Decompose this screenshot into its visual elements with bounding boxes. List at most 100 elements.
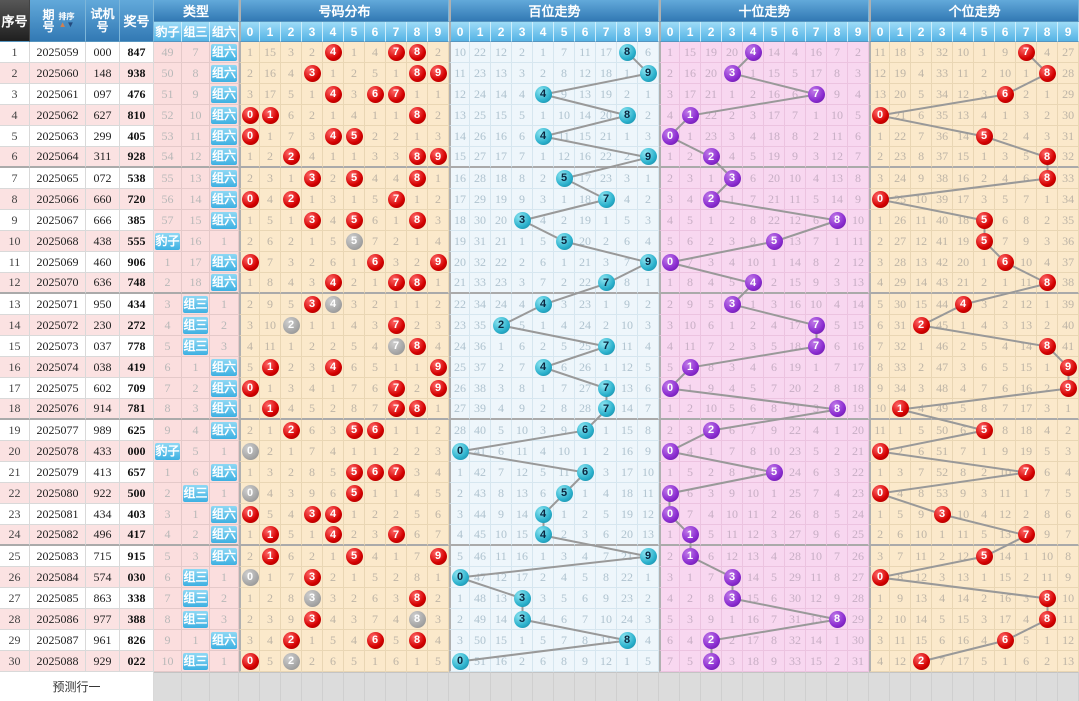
cell-type-baozi: 3	[154, 294, 182, 315]
hundreds-cell: 24	[491, 294, 513, 315]
tens-cell: 4	[680, 630, 702, 651]
tens-cell: 15	[785, 273, 807, 294]
units-cell: 8	[1037, 336, 1059, 357]
tens-cell: 19	[848, 399, 870, 420]
units-cell: 4	[953, 294, 975, 315]
tens-cell: 5	[722, 399, 744, 420]
tens-cell: 1	[680, 126, 702, 147]
cell-test-number: 977	[86, 609, 120, 630]
tens-cell: 2	[743, 84, 765, 105]
prize-ball: 4	[324, 43, 342, 61]
prize-ball: 3	[303, 169, 321, 187]
units-cell: 1	[869, 210, 891, 231]
dist-cell: 2	[302, 42, 324, 63]
tens-cell: 4	[848, 84, 870, 105]
dist-cell: 2	[428, 294, 450, 315]
cell-seq: 12	[0, 273, 30, 294]
units-cell: 1	[974, 441, 996, 462]
tens-cell: 2	[701, 420, 723, 441]
cell-type-baozi: 4	[154, 525, 182, 546]
prediction-cell	[953, 672, 975, 701]
table-row: 18 2025076 914 781 8 3 组六 1 1 4 5 2 8 7 7 8 1 27 39 4 9 2 8 28 7…	[0, 399, 1079, 420]
units-cell: 1	[1037, 630, 1059, 651]
tens-cell: 2	[680, 588, 702, 609]
sort-asc-icon[interactable]: ▲	[58, 19, 67, 29]
repeat-ball: 4	[324, 295, 342, 313]
dist-cell: 4	[428, 231, 450, 252]
prize-ball: 0	[241, 379, 259, 397]
hundreds-ball: 7	[597, 190, 615, 208]
tens-cell: 2	[701, 231, 723, 252]
cell-test-number: 660	[86, 189, 120, 210]
dist-cell: 2	[386, 441, 408, 462]
cell-type-zusan: 11	[182, 126, 210, 147]
cell-prize-number: 419	[120, 357, 154, 378]
units-cell: 11	[953, 525, 975, 546]
dist-cell: 1	[260, 420, 282, 441]
hundreds-cell: 24	[470, 84, 492, 105]
dist-cell: 8	[407, 42, 429, 63]
cell-issue: 2025063	[30, 126, 86, 147]
cell-type-zusan: 1	[182, 357, 210, 378]
hundreds-cell: 35	[470, 315, 492, 336]
tens-ball: 8	[828, 610, 846, 628]
dist-cell: 6	[344, 357, 366, 378]
hundreds-cell: 7	[491, 462, 513, 483]
tens-cell: 11	[785, 189, 807, 210]
units-cell: 8	[1037, 504, 1059, 525]
prize-ball: 9	[429, 64, 447, 82]
units-cell: 6	[995, 84, 1017, 105]
units-cell: 53	[932, 483, 954, 504]
hundreds-cell: 5	[554, 231, 576, 252]
digit-header-1: 1	[260, 22, 282, 42]
hundreds-cell: 45	[470, 525, 492, 546]
hundreds-cell: 5	[449, 546, 471, 567]
hundreds-cell: 20	[491, 210, 513, 231]
tens-cell: 5	[848, 105, 870, 126]
tens-cell: 24	[848, 504, 870, 525]
units-cell: 0	[869, 483, 891, 504]
tens-cell: 3	[722, 294, 744, 315]
units-cell: 6	[1016, 168, 1038, 189]
units-cell: 20	[953, 252, 975, 273]
digit-header-5: 5	[974, 22, 996, 42]
hundreds-cell: 5	[638, 357, 660, 378]
prize-ball: 1	[261, 358, 279, 376]
tens-cell: 2	[806, 378, 828, 399]
cell-type-zusan: 16	[182, 231, 210, 252]
cell-seq: 27	[0, 588, 30, 609]
prediction-cell	[1016, 672, 1038, 701]
cell-type-zuliu: 组六	[210, 210, 240, 231]
prize-ball: 0	[241, 127, 259, 145]
hundreds-cell: 2	[617, 147, 639, 168]
units-cell: 2	[1037, 651, 1059, 672]
units-cell: 9	[995, 42, 1017, 63]
prize-ball: 1	[261, 106, 279, 124]
dist-cell: 5	[302, 399, 324, 420]
hundreds-ball: 3	[513, 211, 531, 229]
tens-cell: 28	[785, 546, 807, 567]
units-cell: 5	[869, 294, 891, 315]
dist-cell: 5	[239, 357, 261, 378]
prize-ball: 1	[261, 400, 279, 417]
tens-cell: 14	[743, 567, 765, 588]
cell-seq: 2	[0, 63, 30, 84]
dist-cell: 1	[365, 273, 387, 294]
hundreds-cell: 12	[512, 462, 534, 483]
units-cell: 16	[953, 630, 975, 651]
units-cell: 2	[869, 147, 891, 168]
tens-cell: 3	[848, 63, 870, 84]
tens-cell: 7	[680, 252, 702, 273]
sort-desc-icon[interactable]: ▼	[66, 19, 75, 29]
tens-cell: 21	[848, 441, 870, 462]
tens-cell: 11	[680, 336, 702, 357]
digit-header-8: 8	[1037, 22, 1059, 42]
table-row: 27 2025085 863 338 7 组三 2 1 2 8 3 3 2 6 3 8 2 1 48 13 3 3 5 6 9 2…	[0, 588, 1079, 609]
tens-cell: 12	[806, 588, 828, 609]
units-cell: 8	[911, 147, 933, 168]
hundreds-cell: 24	[449, 336, 471, 357]
cell-seq: 28	[0, 609, 30, 630]
cell-type-zusan: 8	[182, 63, 210, 84]
dist-cell: 7	[386, 84, 408, 105]
tens-cell: 11	[743, 504, 765, 525]
